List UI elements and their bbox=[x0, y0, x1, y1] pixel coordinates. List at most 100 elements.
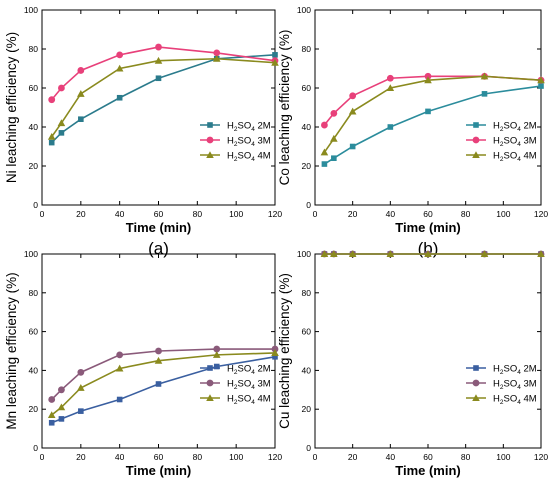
legend-marker bbox=[473, 365, 479, 371]
x-tick-label: 60 bbox=[154, 209, 164, 219]
legend-marker bbox=[206, 394, 214, 402]
y-tick-label: 60 bbox=[29, 327, 39, 337]
legend-text: H bbox=[227, 136, 234, 147]
legend-text: 3M bbox=[255, 136, 271, 147]
data-point bbox=[58, 84, 65, 92]
x-tick-label: 0 bbox=[40, 452, 45, 462]
data-point bbox=[57, 403, 66, 411]
data-point bbox=[538, 83, 544, 89]
legend-marker bbox=[473, 122, 479, 128]
data-point bbox=[271, 58, 279, 66]
chart-panel: 0 20 40 60 80 100 120 0 20 40 60 80 100 Time (min) Ni … bbox=[4, 5, 282, 258]
data-point bbox=[271, 345, 279, 353]
y-tick-label: 40 bbox=[29, 122, 39, 132]
legend-text: SO bbox=[504, 379, 518, 390]
legend-text: 2M bbox=[521, 364, 537, 375]
data-point bbox=[115, 364, 124, 372]
legend-subscript: 4 bbox=[517, 141, 521, 148]
data-point bbox=[330, 109, 338, 117]
legend-text: 3M bbox=[521, 379, 537, 390]
data-point bbox=[480, 250, 489, 258]
data-point bbox=[537, 76, 545, 84]
legend-subscript: 2 bbox=[500, 141, 504, 148]
y-tick-label: 20 bbox=[302, 161, 312, 171]
y-tick-label: 40 bbox=[302, 365, 312, 375]
data-point bbox=[386, 84, 395, 92]
legend-label: H2SO4 3M bbox=[227, 379, 271, 392]
data-point bbox=[213, 345, 221, 353]
data-point bbox=[387, 124, 394, 130]
series-3 bbox=[320, 250, 545, 258]
y-tick-label: 20 bbox=[29, 161, 39, 171]
chart-panel: 0 20 40 60 80 100 120 0 20 40 60 80 100 Time (min) Mn … bbox=[4, 249, 282, 483]
x-tick-label: 60 bbox=[423, 209, 433, 219]
data-point bbox=[77, 368, 85, 376]
y-tick-label: 40 bbox=[29, 365, 39, 375]
legend-text: SO bbox=[504, 394, 518, 405]
series-3 bbox=[320, 72, 545, 156]
legend-marker bbox=[472, 379, 480, 387]
data-point bbox=[116, 396, 123, 403]
x-tick-label: 20 bbox=[348, 209, 358, 219]
legend-text: 2M bbox=[255, 121, 271, 132]
data-point bbox=[349, 143, 356, 150]
legend-text: SO bbox=[504, 121, 518, 132]
legend-text: SO bbox=[504, 364, 518, 375]
legend-marker bbox=[206, 136, 214, 144]
y-axis-label: Cu leaching efficiency (%) bbox=[277, 273, 292, 429]
data-point bbox=[272, 52, 278, 58]
x-tick-label: 120 bbox=[268, 209, 282, 219]
data-point bbox=[321, 161, 328, 167]
legend-label: H2SO4 3M bbox=[227, 136, 271, 149]
x-tick-label: 120 bbox=[534, 209, 548, 219]
y-tick-label: 80 bbox=[302, 288, 312, 298]
plot-frame bbox=[314, 9, 542, 206]
data-point bbox=[48, 396, 56, 403]
panel-label: (a) bbox=[148, 239, 169, 258]
y-tick-label: 20 bbox=[302, 404, 312, 414]
data-point bbox=[155, 75, 162, 82]
legend-text: 4M bbox=[255, 394, 271, 405]
legend-text: SO bbox=[238, 121, 252, 132]
data-point bbox=[77, 90, 85, 97]
plot-frame bbox=[314, 253, 542, 449]
series-3 bbox=[47, 349, 279, 419]
x-tick-label: 20 bbox=[76, 452, 86, 462]
legend-subscript: 4 bbox=[517, 384, 521, 391]
data-point bbox=[424, 72, 432, 80]
legend-text: 2M bbox=[521, 121, 537, 132]
data-point bbox=[115, 64, 124, 72]
x-tick-label: 80 bbox=[193, 452, 203, 462]
data-point bbox=[78, 116, 84, 122]
legend-subscript: 4 bbox=[517, 126, 521, 133]
x-tick-label: 40 bbox=[115, 209, 125, 219]
legend-text: SO bbox=[238, 364, 252, 375]
chart-panel: 0 20 40 60 80 100 120 0 20 40 60 80 100 Time (min) Co … bbox=[277, 5, 548, 258]
legend-subscript: 2 bbox=[500, 399, 504, 406]
x-tick-label: 40 bbox=[386, 452, 396, 462]
legend-text: H bbox=[493, 379, 500, 390]
y-axis-label: Ni leaching efficiency (%) bbox=[4, 32, 19, 183]
x-tick-label: 80 bbox=[193, 209, 203, 219]
data-point bbox=[330, 134, 338, 142]
data-point bbox=[321, 121, 328, 129]
data-point bbox=[213, 363, 220, 370]
plot-frame bbox=[41, 9, 276, 206]
legend-label: H2SO4 2M bbox=[493, 364, 537, 377]
data-point bbox=[348, 250, 357, 258]
x-axis-label: Time (min) bbox=[395, 220, 461, 235]
y-tick-label: 80 bbox=[302, 44, 312, 54]
y-tick-label: 100 bbox=[24, 249, 38, 259]
data-point bbox=[386, 250, 395, 258]
y-tick-label: 100 bbox=[297, 249, 311, 259]
legend-text: H bbox=[493, 151, 500, 162]
data-point bbox=[213, 49, 221, 57]
legend-text: 4M bbox=[521, 394, 537, 405]
legend-text: H bbox=[227, 394, 234, 405]
x-tick-label: 20 bbox=[76, 209, 86, 219]
legend-subscript: 2 bbox=[234, 384, 238, 391]
x-axis-label: Time (min) bbox=[126, 220, 192, 235]
legend-text: H bbox=[493, 136, 500, 147]
